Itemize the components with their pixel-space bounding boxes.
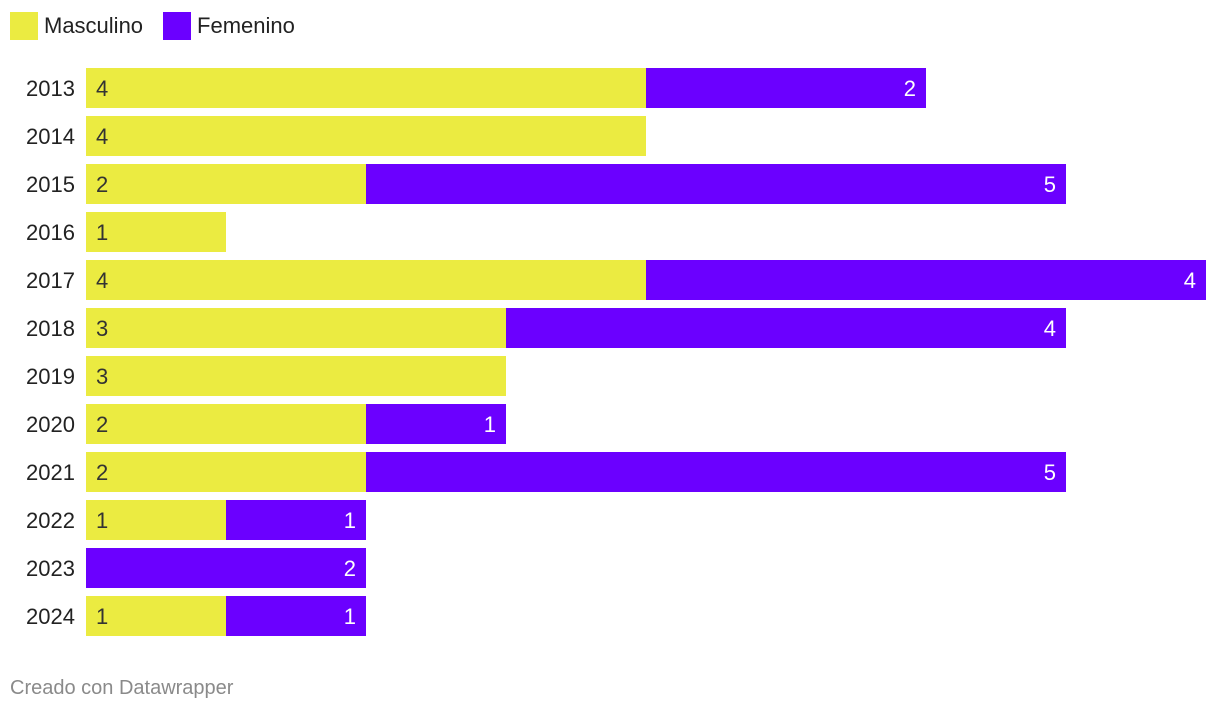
legend-item-femenino: Femenino: [163, 12, 295, 40]
data-label-masculino: 3: [96, 316, 108, 341]
bar-segment-femenino: [646, 68, 926, 108]
bar-segment-masculino: [86, 260, 646, 300]
data-label-femenino: 2: [344, 556, 356, 581]
data-label-femenino: 1: [344, 508, 356, 533]
data-label-femenino: 4: [1044, 316, 1056, 341]
legend-label-masculino: Masculino: [44, 13, 144, 38]
bar-segment-femenino: [366, 452, 1066, 492]
bar-segment-masculino: [86, 404, 366, 444]
y-tick-label: 2016: [26, 220, 75, 245]
bar-segment-masculino: [86, 500, 226, 540]
data-label-masculino: 1: [96, 508, 108, 533]
legend-swatch-masculino: [10, 12, 38, 40]
bar-segment-femenino: [366, 164, 1066, 204]
bar-row-2013: 2013 4 2: [26, 68, 926, 108]
data-label-femenino: 4: [1184, 268, 1196, 293]
y-tick-label: 2018: [26, 316, 75, 341]
bar-row-2022: 2022 1 1: [26, 500, 366, 540]
y-tick-label: 2017: [26, 268, 75, 293]
legend-swatch-femenino: [163, 12, 192, 40]
data-label-masculino: 4: [96, 268, 108, 293]
bar-row-2018: 2018 3 4: [26, 308, 1066, 348]
bar-segment-masculino: [86, 212, 226, 252]
y-tick-label: 2019: [26, 364, 75, 389]
legend: Masculino Femenino: [10, 12, 315, 40]
bar-segment-masculino: [86, 68, 646, 108]
bar-segment-femenino: [366, 404, 506, 444]
bar-segment-femenino: [86, 548, 366, 588]
bar-segment-femenino: [506, 308, 1066, 348]
data-label-masculino: 2: [96, 460, 108, 485]
legend-item-masculino: Masculino: [10, 12, 143, 40]
data-label-femenino: 5: [1044, 172, 1056, 197]
bar-segment-masculino: [86, 164, 366, 204]
bar-segment-femenino: [646, 260, 1206, 300]
y-tick-label: 2023: [26, 556, 75, 581]
y-tick-label: 2024: [26, 604, 75, 629]
bar-row-2015: 2015 2 5: [26, 164, 1066, 204]
data-label-masculino: 3: [96, 364, 108, 389]
bar-segment-masculino: [86, 308, 506, 348]
y-tick-label: 2022: [26, 508, 75, 533]
bar-segment-femenino: [226, 596, 366, 636]
data-label-masculino: 1: [96, 604, 108, 629]
y-tick-label: 2013: [26, 76, 75, 101]
y-tick-label: 2015: [26, 172, 75, 197]
bar-row-2024: 2024 1 1: [26, 596, 366, 636]
data-label-femenino: 5: [1044, 460, 1056, 485]
data-label-femenino: 1: [484, 412, 496, 437]
footer-credit: Creado con Datawrapper: [10, 677, 234, 699]
bar-segment-masculino: [86, 452, 366, 492]
bar-row-2017: 2017 4 4: [26, 260, 1206, 300]
y-tick-label: 2021: [26, 460, 75, 485]
data-label-masculino: 4: [96, 76, 108, 101]
data-label-masculino: 4: [96, 124, 108, 149]
bar-row-2021: 2021 2 5: [26, 452, 1066, 492]
bar-segment-masculino: [86, 596, 226, 636]
data-label-femenino: 1: [344, 604, 356, 629]
bar-row-2014: 2014 4: [26, 116, 646, 156]
data-label-masculino: 2: [96, 172, 108, 197]
data-label-masculino: 1: [96, 220, 108, 245]
bar-segment-masculino: [86, 356, 506, 396]
y-tick-label: 2020: [26, 412, 75, 437]
bar-segment-masculino: [86, 116, 646, 156]
data-label-femenino: 2: [904, 76, 916, 101]
bar-row-2019: 2019 3: [26, 356, 506, 396]
bar-row-2016: 2016 1: [26, 212, 226, 252]
bar-segment-femenino: [226, 500, 366, 540]
data-label-masculino: 2: [96, 412, 108, 437]
y-tick-label: 2014: [26, 124, 75, 149]
legend-label-femenino: Femenino: [197, 13, 295, 38]
bar-row-2023: 2023 2: [26, 548, 366, 588]
bar-row-2020: 2020 2 1: [26, 404, 506, 444]
